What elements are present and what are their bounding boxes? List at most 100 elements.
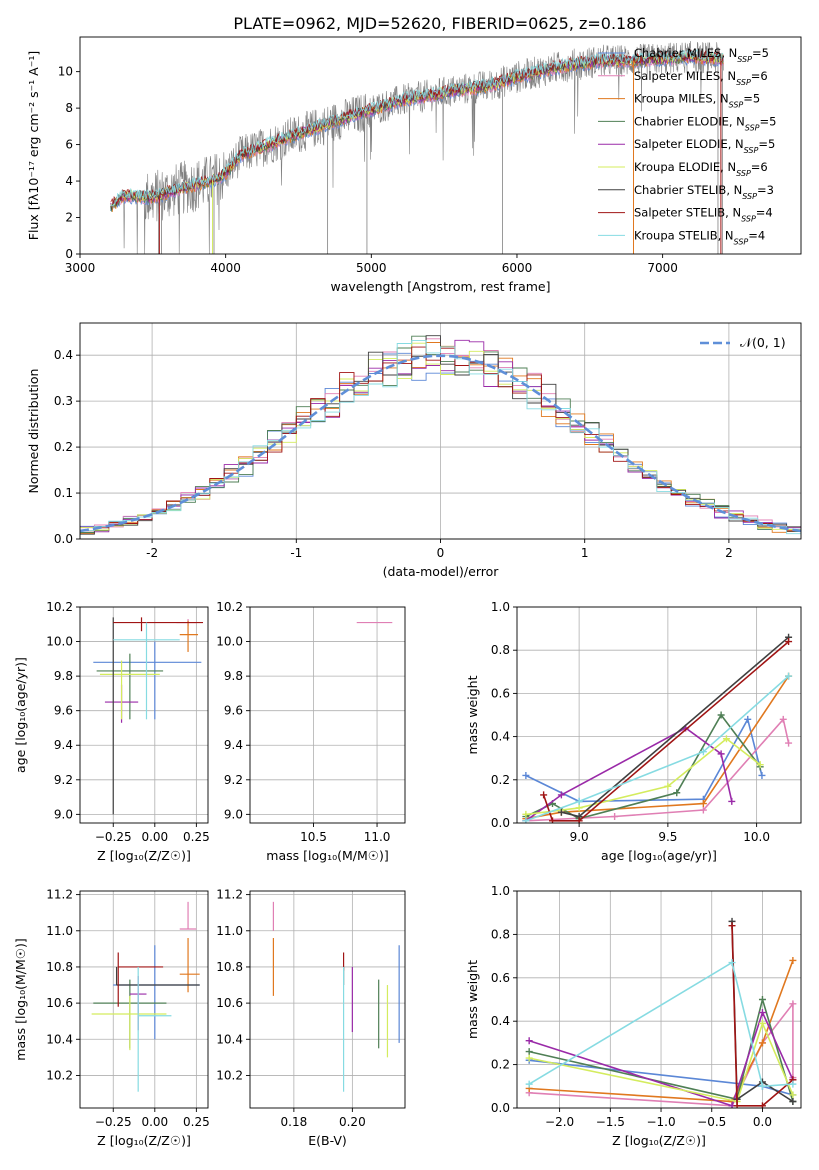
weight_vs_age-plot [522,633,793,823]
weight_vs_Z-marker-kroupa_stelib [789,1080,797,1088]
weight_vs_age-panel: 9.0 9.5 10.0 0.0 0.2 0.4 0.6 0.8 1.0 age [log₁₀(a… [465,600,802,863]
weight_vs_age-marker-salpeter_elodie [717,750,725,758]
weight_vs_Z-line-salpeter_stelib [731,925,794,1107]
weight_vs_Z-ytick-label: 0.0 [491,1101,510,1115]
weight_vs_Z-marker-kroupa_miles [789,956,797,964]
weight_vs_Z-marker-salpeter_miles [789,1000,797,1008]
legend-label-chabrier_miles: Chabrier MILES, NSSP=5 [634,46,769,64]
weight_vs_age-marker-salpeter_miles [611,813,619,821]
spectrum-ylabel: Flux [fλ10⁻¹⁷ erg cm⁻² s⁻¹ A⁻¹] [26,51,41,240]
weight_vs_Z-marker-kroupa_elodie [758,1019,766,1027]
weight_vs_Z-marker-salpeter_elodie [758,1009,766,1017]
weight_vs_Z-marker-kroupa_miles [758,1039,766,1047]
age_vs_Z-panel: −0.25 0.00 0.25 9.0 9.2 9.4 9.6 9.8 10.0 10.2 Z [l… [13,600,210,863]
mass_vs_Z-frame [79,890,209,1109]
age_vs_mass-plot [356,621,393,624]
weight_vs_Z-marker-kroupa_stelib [525,1080,533,1088]
age_vs_Z-xtick-label: 0.25 [183,830,210,844]
mass_vs_Z-ytick-label: 10.6 [46,996,73,1010]
weight_vs_age-marker-salpeter_elodie [728,797,736,805]
weight_vs_Z-xtick-label: −1.0 [646,1115,675,1129]
weight_vs_age-marker-salpeter_miles [699,806,707,814]
mass_vs_ebv-ytick-label: 10.6 [216,996,243,1010]
age_vs_mass-frame [249,606,406,824]
weight_vs_Z-ytick-label: 0.6 [491,971,510,985]
mass_vs_ebv-ytick-label: 10.4 [216,1032,243,1046]
age_vs_mass-xtick-label: 11.0 [364,830,391,844]
spectrum-ytick-label: 0 [65,247,73,261]
age_vs_Z-ytick-label: 9.8 [54,669,73,683]
weight_vs_age-marker-kroupa_elodie [522,810,530,818]
weight_vs_age-marker-kroupa_stelib [699,748,707,756]
weight_vs_age-marker-kroupa_stelib [522,817,530,823]
weight_vs_age-xtick-label: 9.0 [570,830,589,844]
weight_vs_age-marker-salpeter_stelib [575,817,583,823]
age_vs_Z-ytick-label: 9.2 [54,773,73,787]
weight_vs_age-marker-kroupa_elodie [722,735,730,743]
weight_vs_Z-xtick-label: −2.0 [545,1115,574,1129]
age_vs_Z-ytick-label: 10.0 [46,635,73,649]
weight_vs_age-ylabel: mass weight [465,675,480,754]
weight_vs_age-frame [516,606,802,824]
weight_vs_Z-marker-salpeter_stelib [758,1102,766,1108]
weight_vs_age-marker-kroupa_elodie [756,761,764,769]
weight_vs_Z-xlabel: Z [log₁₀(Z/Z☉)] [612,1133,706,1148]
age_vs_mass-ytick-label: 9.6 [224,704,243,718]
spectrum-legend: Chabrier MILES, NSSP=5 Salpeter MILES, NS… [598,46,776,246]
mass_vs_ebv-xtick-label: 0.20 [339,1115,366,1129]
weight_vs_Z-marker-kroupa_stelib [758,1082,766,1090]
mass_vs_ebv-plot [272,901,400,1092]
residuals-xtick-label: -2 [146,546,158,560]
spectrum-xtick-label: 6000 [502,261,533,275]
mass_vs_ebv-ytick-label: 10.8 [216,960,243,974]
spectrum-data-line [110,40,724,254]
weight_vs_Z-marker-salpeter_stelib [728,922,736,930]
mass_vs_Z-xtick-label: 0.25 [183,1115,210,1129]
residuals-xlabel: (data-model)/error [383,564,500,579]
residuals-xtick-label: 0 [437,546,445,560]
spectrum-panel: 3000 4000 5000 6000 7000 0 2 4 6 8 10 wavelength [A… [26,36,802,294]
mass_vs_ebv-xlabel: E(B-V) [308,1133,347,1148]
mass_vs_Z-xlabel: Z [log₁₀(Z/Z☉)] [97,1133,191,1148]
mass_vs_ebv-ytick-label: 11.0 [216,924,243,938]
weight_vs_age-marker-kroupa_stelib [785,672,793,680]
weight_vs_Z-plot [525,917,797,1108]
weight_vs_age-marker-chabrier_elodie [673,789,681,797]
age_vs_Z-ytick-label: 10.2 [46,600,73,614]
figure-title: PLATE=0962, MJD=52620, FIBERID=0625, z=0… [233,14,646,33]
weight_vs_Z-marker-chabrier_elodie [525,1048,533,1056]
spectrum-xtick-label: 5000 [356,261,387,275]
mass_vs_ebv-frame [249,890,406,1109]
weight_vs_Z-ylabel: mass weight [465,960,480,1039]
residuals-xtick-label: 1 [581,546,589,560]
spectrum-ytick-label: 4 [65,174,73,188]
weight_vs_Z-line-salpeter_elodie [528,1010,794,1107]
residuals-panel: -2 -1 0 1 2 0.0 0.1 0.2 0.3 0.4 (data-model)/error… [26,322,802,579]
residuals-ytick-label: 0.3 [54,394,73,408]
residuals-legend: 𝒩(0, 1) [700,335,786,350]
age_vs_mass-ytick-label: 10.2 [216,600,243,614]
mass_vs_ebv-ytick-label: 11.2 [216,888,243,902]
mass_vs_Z-ytick-label: 10.4 [46,1032,73,1046]
weight_vs_Z-marker-kroupa_stelib [728,959,736,967]
weight_vs_age-xlabel: age [log₁₀(age/yr)] [601,848,717,863]
spectrum-xlabel: wavelength [Angstrom, rest frame] [330,279,550,294]
weight_vs_age-marker-salpeter_miles [785,739,793,747]
weight_vs_age-ytick-label: 0.0 [491,816,510,830]
age_vs_mass-ytick-label: 9.8 [224,669,243,683]
weight_vs_age-marker-kroupa_miles [699,800,707,808]
spectrum-ytick-label: 6 [65,138,73,152]
weight_vs_Z-ytick-label: 1.0 [491,884,510,898]
residuals-ytick-label: 0.1 [54,486,73,500]
residuals-plot [80,335,801,539]
age_vs_Z-xtick-label: −0.25 [95,830,132,844]
mass_vs_Z-panel: −0.25 0.00 0.25 10.2 10.4 10.6 10.8 11.0 11.2 Z [… [13,888,210,1148]
residuals-ytick-label: 0.0 [54,532,73,546]
age_vs_Z-ytick-label: 9.0 [54,807,73,821]
age_vs_Z-ytick-label: 9.4 [54,738,73,752]
mass_vs_Z-ylabel: mass [log₁₀(M/M☉)] [13,938,28,1060]
weight_vs_Z-frame [516,890,802,1109]
weight_vs_age-marker-chabrier_miles [522,771,530,779]
weight_vs_age-marker-salpeter_stelib [785,638,793,646]
mass_vs_Z-ytick-label: 11.0 [46,924,73,938]
